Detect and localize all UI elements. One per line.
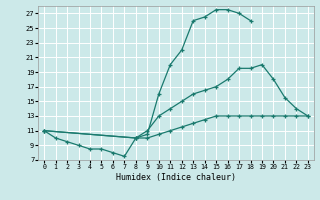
X-axis label: Humidex (Indice chaleur): Humidex (Indice chaleur) [116, 173, 236, 182]
